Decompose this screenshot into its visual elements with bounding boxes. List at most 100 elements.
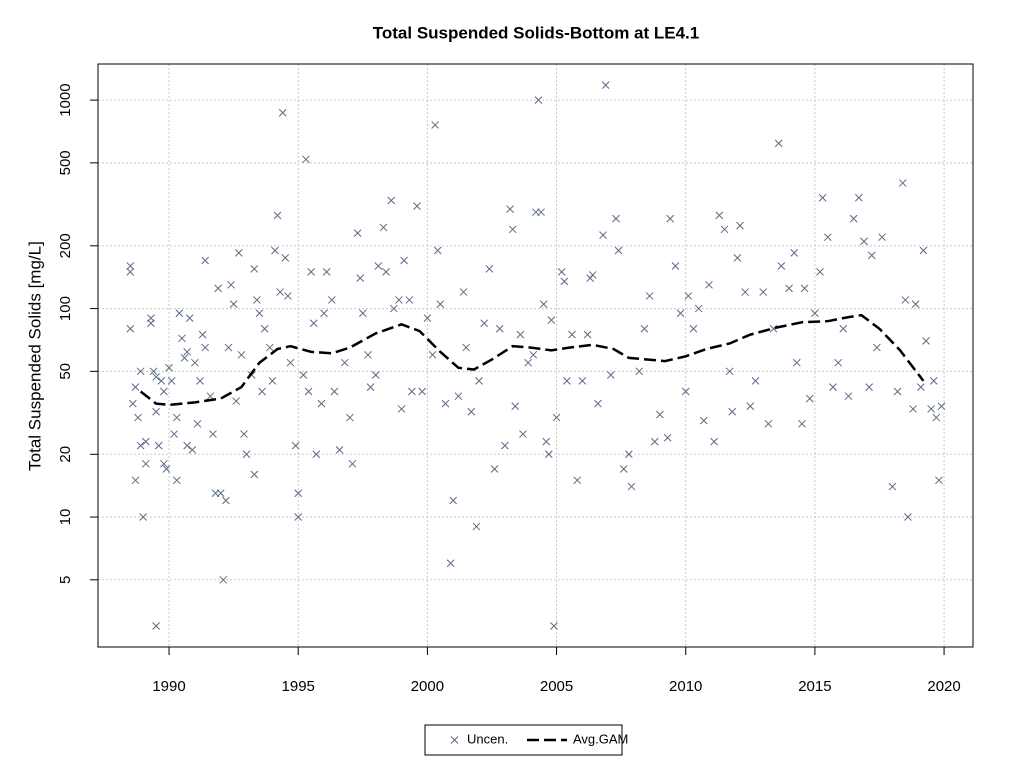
point [529, 350, 538, 359]
point [774, 139, 783, 148]
point [162, 465, 171, 473]
point [126, 324, 135, 333]
point [741, 288, 749, 296]
point [294, 513, 303, 521]
point [459, 288, 468, 296]
point [728, 407, 737, 416]
point [428, 350, 437, 359]
x-tick-label: 2010 [669, 678, 702, 695]
point [635, 367, 644, 376]
point [387, 196, 396, 205]
point [172, 476, 181, 485]
point [932, 413, 941, 422]
point [759, 288, 768, 296]
point [183, 441, 191, 450]
point [433, 246, 442, 255]
point [284, 292, 292, 300]
point [185, 314, 194, 322]
point [364, 350, 372, 359]
point [560, 277, 569, 286]
point [524, 358, 532, 367]
point [865, 383, 874, 391]
point [627, 482, 636, 491]
y-axis-label: Total Suspended Solids [mg/L] [25, 241, 44, 471]
point [147, 314, 155, 322]
point [578, 377, 587, 385]
point [811, 309, 819, 318]
y-tick-label: 200 [57, 233, 74, 258]
point [792, 358, 801, 367]
point [911, 300, 920, 309]
point [710, 437, 718, 446]
y-tick-label: 1000 [57, 83, 74, 116]
point [508, 225, 517, 234]
point [291, 441, 300, 450]
point [222, 496, 230, 505]
point [689, 324, 698, 333]
point [612, 214, 620, 223]
legend-label: Uncen. [467, 731, 508, 746]
point [860, 237, 868, 246]
point [909, 405, 917, 413]
point [467, 407, 476, 416]
point [583, 330, 592, 339]
point [650, 437, 659, 446]
point [302, 155, 310, 164]
point [152, 373, 160, 381]
point [201, 256, 210, 265]
y-tick-label: 100 [57, 296, 74, 321]
point [534, 96, 543, 104]
point [436, 300, 445, 309]
point [901, 296, 910, 304]
point [501, 441, 509, 450]
point [898, 179, 907, 187]
point [307, 268, 315, 276]
point [136, 441, 145, 450]
point [299, 371, 308, 379]
point [823, 233, 832, 242]
point [800, 284, 809, 293]
legend-box [424, 724, 623, 756]
point [656, 410, 664, 419]
point [485, 265, 494, 273]
point [715, 211, 724, 220]
point [472, 522, 481, 531]
point [599, 231, 607, 240]
point [849, 214, 858, 223]
legend-label: Avg.GAM [573, 731, 628, 746]
point [312, 450, 321, 459]
x-tick-label: 2000 [411, 678, 444, 695]
point [304, 387, 313, 396]
point [764, 419, 773, 428]
point [694, 304, 703, 313]
point [544, 450, 553, 459]
point [725, 367, 734, 376]
point [126, 268, 135, 276]
point [400, 256, 408, 265]
point [839, 324, 848, 333]
point [160, 387, 168, 396]
point [539, 300, 548, 309]
point [172, 413, 181, 422]
point [733, 254, 742, 262]
point [449, 496, 458, 505]
point [152, 407, 160, 416]
point [873, 343, 881, 352]
point [519, 430, 527, 438]
point [798, 419, 806, 428]
point [131, 476, 140, 485]
x-tick-label: 2015 [798, 678, 831, 695]
point [818, 193, 827, 202]
point [320, 309, 328, 318]
point [614, 246, 623, 255]
point [330, 387, 339, 396]
point [234, 249, 243, 257]
point [594, 399, 602, 408]
point [374, 262, 383, 270]
point [317, 399, 326, 408]
point [346, 413, 354, 422]
point [666, 214, 675, 223]
chart-title: Total Suspended Solids-Bottom at LE4.1 [373, 23, 700, 42]
point [271, 246, 279, 255]
